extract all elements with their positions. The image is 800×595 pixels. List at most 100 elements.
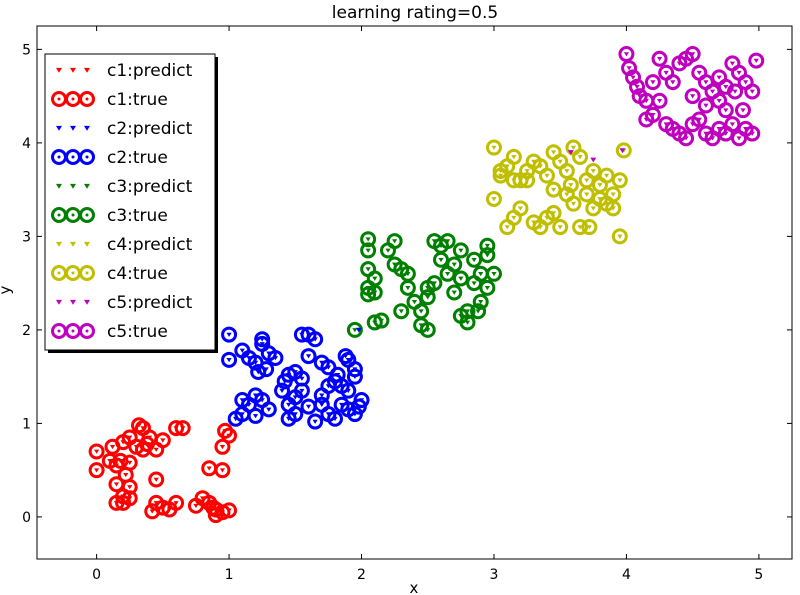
legend-label: c1:true	[107, 90, 168, 110]
c2-true-point	[267, 349, 284, 366]
c4-predict-point	[557, 225, 563, 230]
legend-marker	[84, 241, 90, 247]
c2-predict-point	[263, 367, 269, 372]
c3-predict-point	[491, 271, 497, 277]
c1-predict-point	[153, 447, 159, 452]
legend-marker	[57, 213, 61, 217]
c4-predict-point	[511, 155, 517, 160]
c2-predict-point	[266, 407, 272, 412]
c5-predict-point	[709, 136, 716, 141]
legend-marker	[71, 271, 75, 275]
c3-predict-point	[445, 239, 451, 244]
c5-true-point	[748, 52, 765, 69]
y-tick-label: 1	[22, 416, 31, 432]
axis-ticks: 0 1 2 3 4 5 0 1 2 3 4 5	[22, 26, 792, 583]
c1-predict-point	[226, 433, 232, 438]
c5-predict-point	[723, 108, 729, 113]
c3-true-point	[472, 293, 489, 310]
c4-predict-point	[564, 192, 570, 197]
legend-label: c3:predict	[107, 177, 193, 197]
c5-predict-point	[656, 56, 663, 62]
c1-predict-point	[109, 444, 116, 450]
c1-true-point	[121, 454, 138, 471]
c3-true-point	[373, 312, 390, 329]
c5-predict-point	[729, 61, 735, 66]
c5-predict-point	[643, 117, 649, 122]
c5-true-point	[644, 74, 661, 91]
c3-true-point	[466, 251, 483, 268]
c3-predict-point	[418, 309, 424, 314]
c4-predict-point	[497, 169, 504, 174]
c2-true-point	[247, 407, 264, 424]
c5-predict-point	[736, 70, 742, 76]
c4-true-point	[611, 172, 628, 189]
c4-predict-point	[617, 234, 623, 239]
x-tick-label: 0	[92, 567, 101, 583]
c4-true-point	[572, 148, 589, 165]
c4-predict-point	[564, 169, 570, 174]
c3-true-point	[479, 279, 496, 296]
c1-true-point	[214, 438, 231, 455]
c3-true-point	[419, 321, 436, 338]
c4-predict-point	[491, 197, 497, 202]
c2-true-point	[287, 406, 304, 423]
c1-true-point	[88, 462, 105, 479]
c3-true-point	[360, 242, 377, 259]
c1-true-point	[134, 420, 151, 437]
c2-true-point	[307, 331, 324, 348]
c4-true-point	[512, 200, 529, 217]
c3-true-point	[470, 303, 487, 320]
c1-true-point	[214, 462, 231, 479]
legend-marker	[57, 97, 61, 101]
c4-true-point	[545, 181, 562, 198]
legend-label: c4:true	[107, 264, 168, 284]
c3-true-point	[479, 237, 496, 254]
c4-predict-point	[570, 145, 577, 150]
c1-true-point	[148, 471, 165, 488]
legend-label: c5:predict	[107, 293, 193, 313]
legend-marker	[71, 155, 75, 159]
c5-true-point	[651, 50, 668, 67]
c4-true-point	[505, 172, 522, 189]
legend-marker	[85, 155, 89, 159]
c5-predict-point	[670, 80, 676, 85]
c5-true-point	[691, 111, 708, 128]
legend-marker	[79, 323, 95, 339]
c4-true-point	[505, 148, 522, 165]
c5-predict-point	[619, 148, 626, 154]
c3-true-point	[432, 251, 449, 268]
c1-predict-point	[107, 458, 113, 464]
c2-predict-point	[319, 393, 325, 398]
legend-marker	[71, 97, 75, 101]
c1-predict-point	[210, 505, 216, 510]
c5-true-point	[744, 83, 761, 100]
c5-predict-point	[696, 70, 702, 76]
chart-title: learning rating=0.5	[332, 3, 498, 23]
c3-true-point	[399, 279, 416, 296]
c5-true-point	[651, 92, 668, 109]
y-tick-label: 0	[22, 510, 31, 526]
c5-true-point	[697, 97, 714, 114]
c2-true-point	[350, 398, 367, 415]
plot-frame	[36, 25, 793, 560]
c2-true-point	[329, 366, 346, 383]
legend-label: c5:true	[107, 322, 168, 342]
c3-true-point	[485, 265, 502, 282]
c1-true-point	[101, 452, 118, 469]
c4-true-point	[581, 219, 598, 236]
c4-true-point	[545, 205, 562, 222]
c2-predict-point	[279, 388, 285, 394]
c3-true-point	[366, 314, 383, 331]
c2-predict-point	[299, 332, 305, 337]
legend-marker	[85, 213, 89, 217]
c5-predict-point	[663, 70, 669, 76]
c2-predict-point	[356, 404, 362, 409]
c4-true-point	[492, 162, 509, 179]
c2-true-point	[300, 348, 317, 365]
c1-true-point	[221, 427, 238, 444]
c4-predict-point	[537, 164, 543, 169]
c1-predict-point	[94, 449, 100, 454]
c3-true-point	[446, 284, 463, 301]
legend-marker	[79, 265, 95, 281]
